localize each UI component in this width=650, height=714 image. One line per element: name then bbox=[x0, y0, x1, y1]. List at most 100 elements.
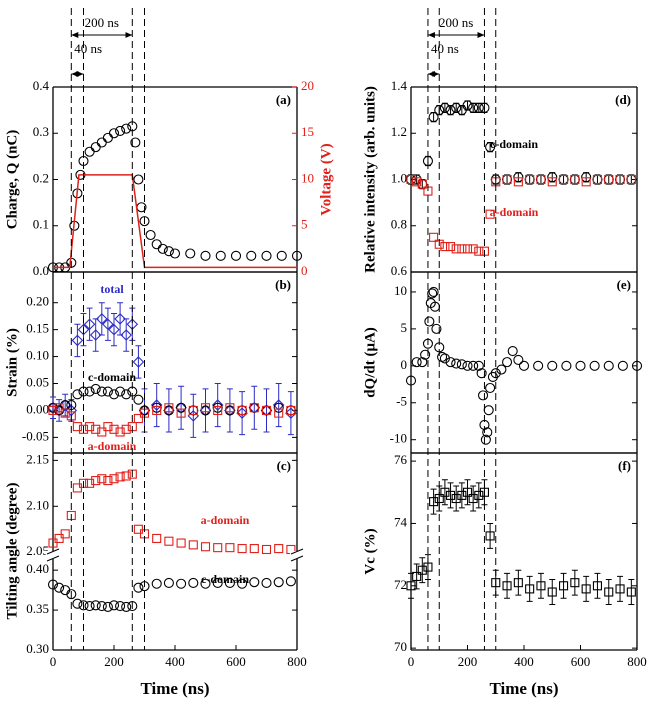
marker bbox=[133, 524, 143, 534]
y-tick-label: 0.30 bbox=[26, 641, 49, 656]
marker bbox=[185, 248, 196, 259]
x-tick-label: 0 bbox=[50, 654, 57, 669]
error-bar bbox=[549, 579, 556, 605]
marker bbox=[429, 497, 439, 507]
marker bbox=[439, 353, 450, 364]
marker bbox=[434, 105, 445, 116]
marker bbox=[525, 584, 535, 594]
error-bar bbox=[549, 172, 556, 183]
marker bbox=[525, 174, 535, 185]
marker bbox=[417, 565, 427, 575]
marker bbox=[150, 399, 163, 411]
marker bbox=[437, 351, 448, 363]
error-bar bbox=[537, 174, 544, 185]
marker bbox=[547, 587, 557, 597]
marker bbox=[169, 248, 181, 259]
series-label: c-domain bbox=[88, 370, 136, 384]
error-bar bbox=[226, 388, 233, 433]
x-tick-label: 200 bbox=[104, 654, 124, 669]
marker bbox=[507, 345, 518, 357]
marker bbox=[411, 357, 422, 368]
y-tick-label: 72 bbox=[394, 577, 407, 592]
marker bbox=[224, 577, 235, 588]
y-tick-label: 0.15 bbox=[26, 321, 49, 336]
y-tick-label: -5 bbox=[396, 394, 407, 409]
error-bar bbox=[475, 482, 482, 509]
marker bbox=[291, 250, 303, 261]
marker bbox=[473, 102, 484, 113]
marker bbox=[462, 487, 473, 497]
marker bbox=[483, 405, 494, 416]
marker bbox=[457, 244, 467, 254]
error-bar bbox=[251, 385, 258, 430]
marker bbox=[513, 172, 524, 183]
marker bbox=[445, 105, 456, 116]
panel-label: (c) bbox=[277, 458, 291, 473]
marker bbox=[115, 125, 126, 136]
marker bbox=[445, 357, 456, 368]
marker bbox=[428, 286, 439, 297]
error-bar bbox=[86, 307, 93, 341]
error-bar bbox=[190, 393, 197, 438]
marker bbox=[476, 368, 487, 379]
y-tick-label: 0.00 bbox=[26, 401, 49, 416]
y-tick-label: 0.20 bbox=[26, 294, 49, 309]
error-bar bbox=[560, 572, 567, 599]
error-bar bbox=[464, 479, 471, 506]
marker bbox=[102, 318, 114, 331]
marker bbox=[236, 407, 248, 419]
series-label: a-domain bbox=[490, 205, 539, 219]
marker bbox=[163, 577, 174, 588]
marker bbox=[570, 578, 580, 588]
marker bbox=[604, 587, 614, 597]
y-tick-label: 1.0 bbox=[391, 170, 407, 185]
error-bar bbox=[583, 172, 590, 183]
marker bbox=[285, 576, 296, 587]
marker bbox=[215, 250, 226, 261]
marker bbox=[108, 600, 120, 611]
marker bbox=[273, 402, 284, 413]
marker bbox=[188, 540, 198, 550]
marker bbox=[412, 571, 422, 581]
series-label: a-domain bbox=[88, 439, 137, 453]
marker bbox=[249, 577, 260, 588]
marker bbox=[445, 490, 456, 500]
error-bar bbox=[571, 569, 578, 596]
marker bbox=[468, 244, 478, 254]
marker bbox=[473, 360, 484, 371]
span-label: 40 ns bbox=[74, 41, 102, 56]
marker bbox=[482, 427, 493, 438]
panel-label: (d) bbox=[615, 92, 631, 107]
marker bbox=[164, 536, 174, 546]
error-bar bbox=[447, 482, 454, 509]
marker bbox=[592, 174, 603, 185]
series-label: a-domain bbox=[201, 513, 250, 527]
marker bbox=[462, 100, 473, 111]
y-tick-label: 0.6 bbox=[391, 263, 408, 278]
y-axis-label: Strain (%) bbox=[4, 328, 20, 397]
marker bbox=[114, 313, 126, 325]
axis-break bbox=[290, 548, 304, 562]
y-axis-label: Relative intensity (arb. units) bbox=[362, 86, 378, 273]
marker bbox=[575, 360, 586, 371]
marker bbox=[145, 229, 156, 241]
error-bar bbox=[458, 482, 465, 509]
y-tick-label: 0.1 bbox=[33, 217, 49, 232]
marker bbox=[72, 389, 83, 400]
error-bar bbox=[123, 318, 130, 352]
x-tick-label: 200 bbox=[458, 654, 478, 669]
panel-label: (b) bbox=[275, 277, 291, 292]
marker bbox=[626, 587, 636, 597]
marker bbox=[109, 474, 119, 484]
axis-break bbox=[46, 548, 60, 562]
marker bbox=[462, 244, 473, 254]
marker bbox=[474, 490, 484, 500]
error-bar bbox=[104, 307, 111, 341]
x-tick-label: 600 bbox=[226, 654, 246, 669]
y2-tick-label: 15 bbox=[301, 124, 314, 139]
error-bar bbox=[617, 174, 624, 185]
error-bar bbox=[135, 345, 142, 379]
marker bbox=[133, 582, 144, 593]
error-bar bbox=[526, 575, 533, 602]
marker bbox=[261, 250, 272, 261]
